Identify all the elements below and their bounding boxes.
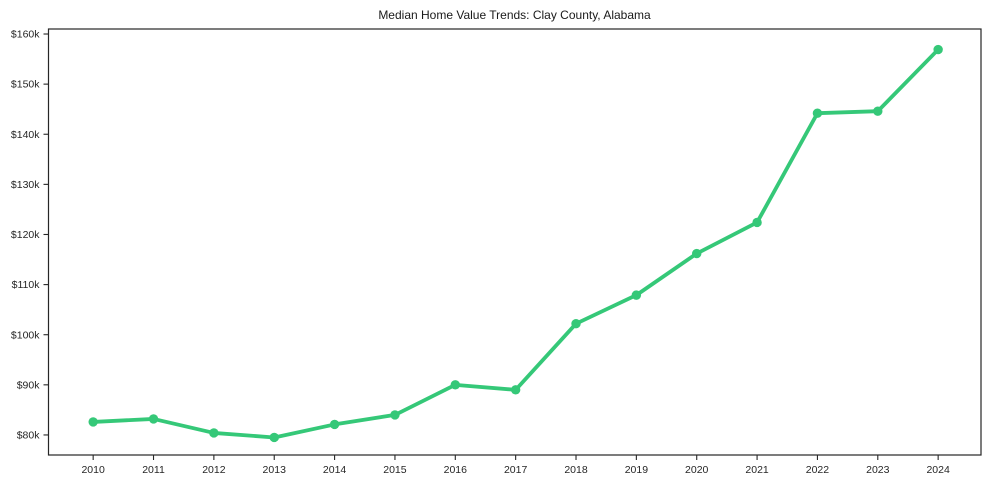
y-tick-label: $80k bbox=[17, 430, 41, 442]
chart-title: Median Home Value Trends: Clay County, A… bbox=[378, 8, 651, 22]
y-tick-label: $160k bbox=[11, 29, 40, 41]
data-point-marker bbox=[88, 417, 98, 427]
data-point-marker bbox=[510, 385, 521, 395]
x-tick-label: 2014 bbox=[323, 464, 347, 476]
x-tick-label: 2013 bbox=[263, 464, 287, 476]
data-point-marker bbox=[873, 106, 883, 116]
x-tick-label: 2016 bbox=[444, 464, 468, 476]
y-tick-label: $90k bbox=[17, 379, 41, 391]
y-tick-label: $120k bbox=[11, 229, 40, 241]
x-tick-label: 2015 bbox=[383, 464, 407, 476]
data-point-marker bbox=[631, 290, 642, 300]
x-tick-label: 2017 bbox=[504, 464, 528, 476]
data-point-marker bbox=[933, 44, 943, 55]
data-point-marker bbox=[450, 380, 460, 390]
data-point-marker bbox=[209, 428, 219, 438]
series-line bbox=[91, 47, 941, 440]
y-tick-label: $140k bbox=[11, 129, 40, 141]
y-tick-label: $110k bbox=[12, 279, 41, 291]
x-tick-label: 2020 bbox=[685, 464, 709, 476]
data-point-marker bbox=[390, 410, 400, 420]
y-tick-label: $100k bbox=[11, 329, 40, 341]
data-point-marker bbox=[329, 419, 340, 430]
data-point-marker bbox=[148, 414, 159, 424]
y-tick-label: $130k bbox=[11, 179, 40, 191]
x-tick-label: 2018 bbox=[564, 464, 588, 476]
data-point-marker bbox=[692, 248, 702, 259]
y-tick-label: $150k bbox=[11, 79, 40, 91]
x-tick-label: 2010 bbox=[81, 464, 105, 476]
plot-border bbox=[47, 28, 982, 456]
x-tick-label: 2022 bbox=[806, 464, 830, 476]
x-tick-label: 2019 bbox=[625, 464, 649, 476]
x-tick-label: 2012 bbox=[202, 464, 226, 476]
data-point-marker bbox=[571, 318, 581, 329]
data-point-marker bbox=[812, 108, 823, 118]
x-tick-label: 2023 bbox=[866, 464, 890, 476]
data-point-marker bbox=[752, 217, 762, 228]
x-tick-label: 2021 bbox=[745, 464, 769, 476]
data-point-marker bbox=[269, 432, 279, 443]
x-tick-label: 2011 bbox=[142, 464, 165, 476]
x-tick-label: 2024 bbox=[926, 464, 950, 476]
